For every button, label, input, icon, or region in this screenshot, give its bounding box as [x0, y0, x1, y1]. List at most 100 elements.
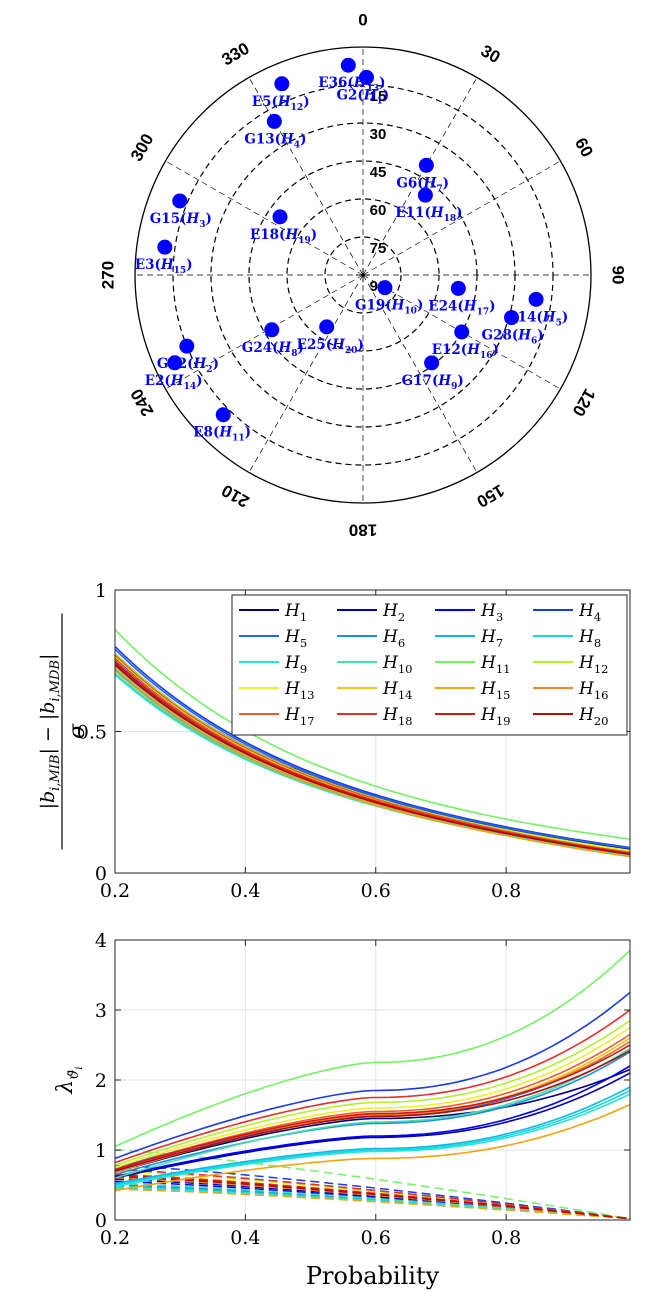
satellite-label: G2(H1)	[336, 87, 389, 106]
satellite-label-close: )	[213, 356, 219, 372]
satellite-label: E2(H14)	[145, 373, 203, 392]
calH-subscript: 9	[300, 662, 307, 676]
satellite-set-index: 17	[477, 307, 490, 317]
legend-label: H18	[382, 705, 413, 728]
satellite-id: E12(	[432, 342, 467, 358]
legend-label: H14	[382, 679, 413, 702]
satellite-set-index: 6	[531, 337, 537, 347]
satellite-label-close: )	[298, 340, 304, 356]
satellite-label-close: )	[206, 211, 212, 227]
calH-letter: H	[284, 705, 301, 725]
solid-series-line-H11	[114, 949, 631, 1148]
satellite-set: H	[284, 227, 299, 243]
satellite-id: G15(	[150, 211, 187, 227]
polar-outer-ring	[134, 46, 592, 504]
satellite-label: G13(H4)	[244, 131, 306, 150]
satellite-set: H	[193, 356, 208, 372]
elevation-tick-label: 15	[370, 88, 387, 105]
solid-series-line-H17	[114, 1033, 631, 1171]
satellite-marker	[418, 157, 434, 173]
satellite-marker	[377, 280, 393, 296]
satellite-marker	[266, 113, 282, 129]
satellite-id: G28(	[482, 328, 519, 344]
satellite-label-close: )	[537, 328, 543, 344]
series-line-H4	[114, 646, 631, 849]
calH-subscript: 3	[496, 610, 503, 624]
y-axis-label: |bi,MIB| − |bi,MDB|σ	[37, 613, 90, 850]
legend-label: H4	[578, 601, 601, 624]
solid-series-line-H4	[114, 991, 631, 1160]
calH-letter: H	[284, 627, 301, 647]
satellite-marker	[450, 280, 466, 296]
satellite-id: E8(	[193, 425, 219, 441]
azimuth-tick-label: 90	[609, 266, 628, 285]
satellite-set-index: 13	[367, 84, 380, 94]
solid-series-line-H15	[114, 1103, 631, 1192]
azimuth-tick-label: 0	[358, 11, 367, 30]
satellite-set: H	[278, 340, 293, 356]
solid-series-line-H19	[114, 1044, 631, 1171]
satellite-marker	[272, 209, 288, 225]
satellite-set-index: 3	[199, 220, 205, 230]
legend-label: H10	[382, 653, 413, 676]
satellite-label: E25(H20)	[297, 337, 364, 356]
calH-letter: H	[480, 653, 497, 673]
satellite-label: E12(H16)	[432, 342, 499, 361]
legend-label: H11	[480, 653, 511, 676]
satellite-set-index: 1	[377, 96, 383, 106]
satellite-label: G19(H10)	[355, 298, 423, 317]
calH-subscript: 5	[300, 636, 307, 650]
calH-subscript: 7	[496, 636, 503, 650]
dashed-series-line-H9	[114, 1187, 631, 1220]
calH-letter: H	[382, 627, 399, 647]
legend-label: H13	[284, 679, 315, 702]
legend-label: H17	[284, 705, 315, 728]
satellite-id: E25(	[297, 337, 332, 353]
satellite-set-index: 15	[174, 266, 187, 276]
y-axis-label-denominator: σ	[65, 723, 90, 739]
x-tick-label: 0.2	[100, 880, 130, 902]
azimuth-tick-label: 330	[218, 39, 252, 70]
calH-letter: H	[480, 679, 497, 699]
solid-series-line-H1	[114, 1068, 631, 1174]
satellite-set-index: 8	[291, 349, 297, 359]
satellite-label-close: )	[492, 342, 498, 358]
dashed-series-line-H11	[114, 1149, 631, 1220]
satellite-label: G24(H8)	[242, 340, 304, 359]
calH-letter: H	[578, 601, 595, 621]
satellite-set: H	[277, 94, 292, 110]
y-axis-label-numerator: |bi,MIB| − |bi,MDB|	[37, 654, 63, 810]
solid-series-line-H20	[114, 1049, 631, 1172]
satellite-set: H	[160, 257, 175, 273]
solid-series-line-H9	[114, 1093, 631, 1188]
satellite-set: H	[170, 373, 185, 389]
dashed-series-line-H20	[114, 1175, 631, 1220]
azimuth-tick-label: 180	[349, 521, 377, 540]
polar-azimuth-spoke	[248, 274, 364, 473]
azimuth-tick-label: 120	[569, 385, 600, 419]
elevation-tick-label: 75	[370, 240, 387, 257]
elevation-tick-label: 45	[370, 164, 387, 181]
azimuth-tick-label: 270	[99, 261, 118, 289]
y-tick-label: 0.5	[77, 722, 107, 744]
satellite-set: H	[185, 211, 200, 227]
x-tick-label: 0.6	[361, 1227, 391, 1249]
solid-series-line-H7	[114, 1086, 631, 1185]
calH-letter: H	[480, 705, 497, 725]
satellite-set: H	[363, 87, 378, 103]
solid-series-line-H13	[114, 1026, 631, 1169]
legend-label: H15	[480, 679, 511, 702]
satellite-label: E11(H18)	[395, 205, 462, 224]
satellite-set: H	[391, 298, 406, 314]
lambda-chart: 0.2 0.4 0.6 0.8 0 1 2 3 4 Probability λϑ̄i	[53, 930, 631, 1290]
dashed-series-line-H18	[114, 1168, 631, 1220]
satellite-set: H	[437, 373, 452, 389]
satellite-set-index: 7	[436, 184, 442, 194]
satellite-marker	[215, 407, 231, 423]
y-tick-label: 3	[95, 1000, 107, 1022]
satellite-id: G6(	[396, 175, 423, 191]
satellite-id: E2(	[145, 373, 171, 389]
legend-label: H3	[480, 601, 503, 624]
azimuth-tick-label: 60	[571, 135, 597, 161]
